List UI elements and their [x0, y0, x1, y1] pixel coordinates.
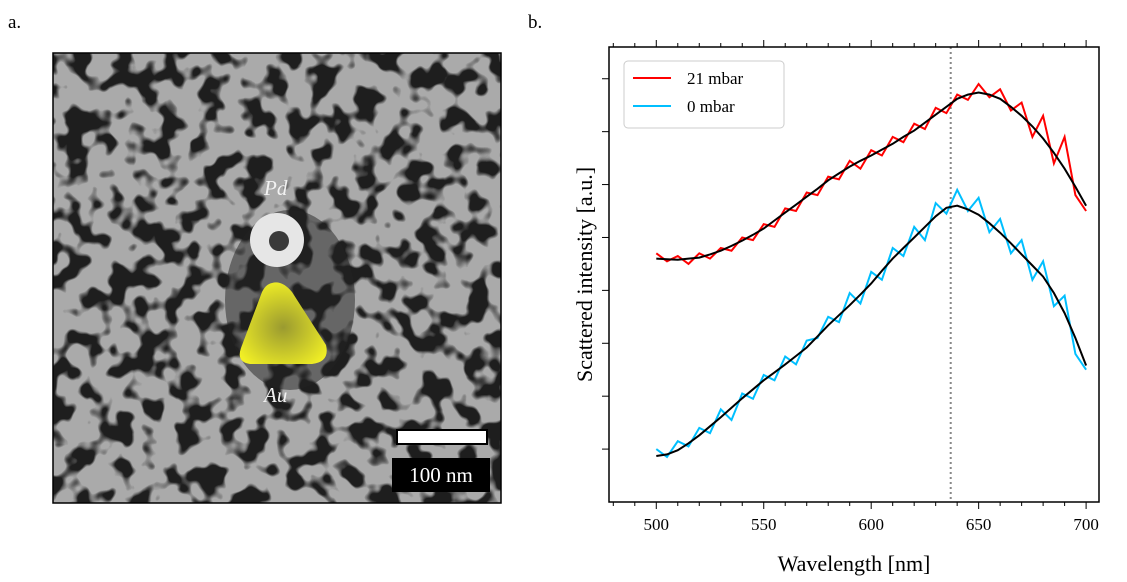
legend-label: 0 mbar: [687, 97, 735, 116]
scale-bar-bg: [392, 458, 490, 492]
panel-label: a.: [8, 12, 21, 33]
legend: 21 mbar 0 mbar: [623, 60, 785, 129]
image-label: Pd: [263, 176, 288, 200]
legend-label: 21 mbar: [687, 69, 744, 88]
x-axis-label: Wavelength [nm]: [778, 551, 931, 576]
fit-line: [656, 204, 1088, 457]
x-tick-label: 500: [644, 515, 670, 534]
sem-image: Pd Au 100 nm: [52, 52, 502, 504]
scale-bar: [396, 429, 488, 445]
x-tick-label: 550: [751, 515, 777, 534]
fit-line: [656, 91, 1087, 261]
series-line: [655, 82, 1087, 266]
plot-frame: [608, 46, 1100, 503]
series-line: [655, 187, 1087, 459]
image-label: Au: [262, 383, 287, 407]
y-axis-label: Scattered intensity [a.u.]: [572, 167, 597, 382]
panel-label: b.: [528, 12, 542, 33]
x-tick-label: 650: [966, 515, 992, 534]
x-tick-label: 700: [1073, 515, 1099, 534]
x-tick-label: 600: [858, 515, 884, 534]
scale-bar-label: 100 nm: [409, 463, 473, 487]
